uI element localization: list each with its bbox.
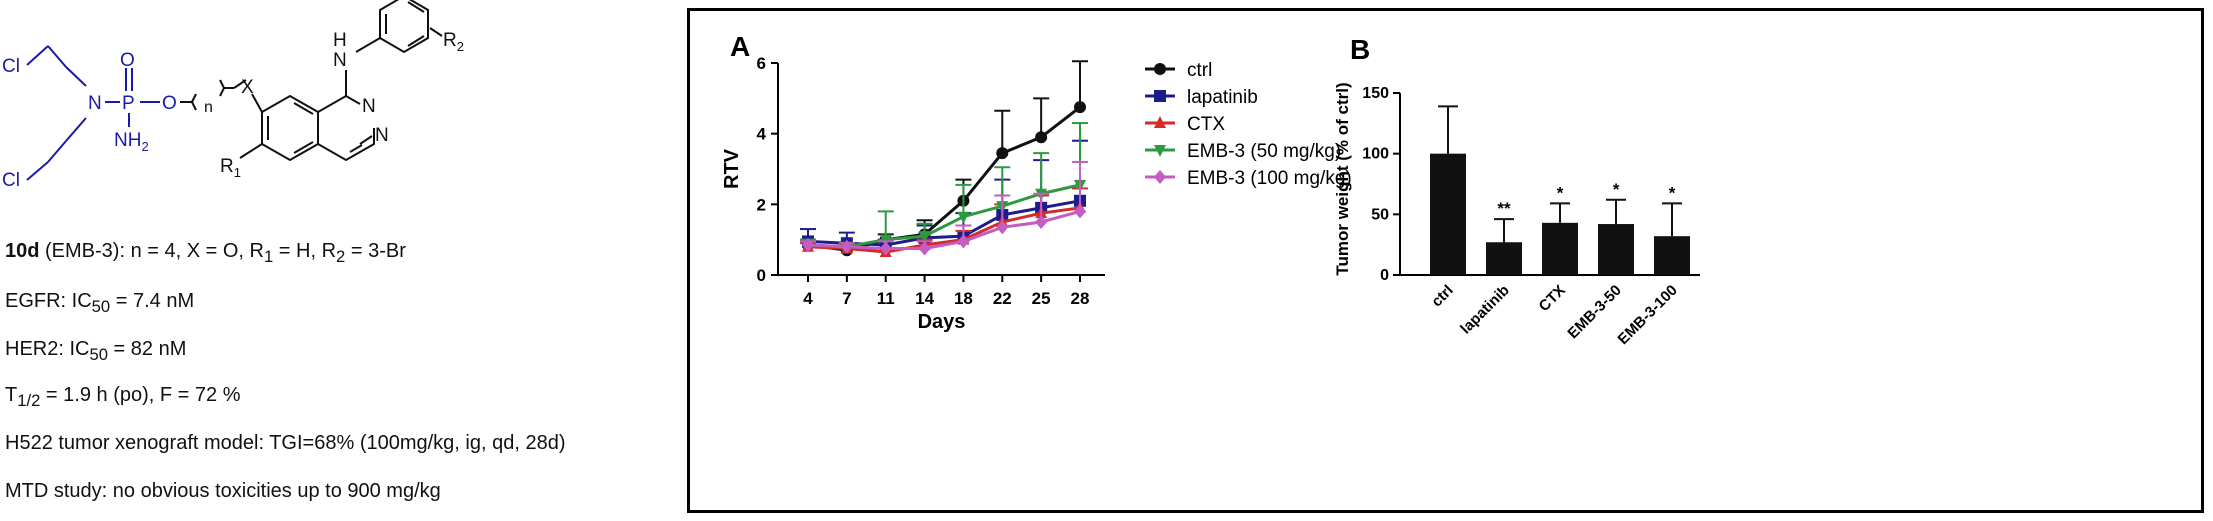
bar-ctx: [1542, 222, 1578, 275]
legend-label-series-lapatinib: lapatinib: [1187, 87, 1258, 108]
series-ctx-line: [807, 206, 1081, 254]
o-ester-atom: O: [162, 93, 177, 114]
panel-b-label: B: [1350, 34, 1370, 65]
egfr-ic50: EGFR: IC50 = 7.4 nM: [5, 290, 195, 316]
ring-n1-atom: N: [362, 96, 376, 117]
mtd-result: MTD study: no obvious toxicities up to 9…: [5, 480, 441, 502]
bar-category-label: ctrl: [1428, 282, 1457, 311]
series-emb-3-100-mg-kg-point: [918, 241, 931, 256]
panel-a-x-tick-label: 4: [803, 289, 813, 308]
r2-group: R2: [443, 30, 464, 54]
n-subscript: n: [204, 99, 213, 116]
series-ctrl-point: [996, 147, 1009, 160]
legend-label-series-emb-3-50-mg-kg: EMB-3 (50 mg/kg): [1187, 141, 1341, 162]
bar-category-label: EMB-3-100: [1615, 282, 1681, 348]
her2-ic50: HER2: IC50 = 82 nM: [5, 338, 187, 364]
panel-a-x-tick-label: 25: [1032, 289, 1051, 308]
n-atom: N: [88, 93, 102, 114]
legend-marker-series-ctrl: [1154, 63, 1166, 75]
series-emb-3-100-mg-kg-line: [807, 209, 1081, 250]
panel-a-y-tick-label: 4: [757, 125, 767, 144]
significance-marker: **: [1497, 199, 1511, 218]
panel-b-y-tick-label: 50: [1371, 206, 1389, 223]
panel-a-x-tick-label: 11: [877, 289, 895, 308]
legend-label-series-emb-3-100-mg-kg: EMB-3 (100 mg/kg): [1187, 168, 1352, 189]
nh-group: NH: [333, 30, 347, 71]
bar-lapatinib: [1486, 242, 1522, 275]
legend-label-series-ctx: CTX: [1187, 114, 1225, 135]
bar-category-label: lapatinib: [1457, 282, 1513, 338]
cl-top-atom: Cl: [2, 56, 20, 77]
significance-marker: *: [1669, 183, 1676, 202]
chart-panel: A 0 2 4 6 4 7 11 14 18 22 25 28 Days RTV ctrl lapatinib C…: [687, 8, 2204, 513]
series-emb-3-100-mg-kg-point: [879, 241, 892, 256]
significance-marker: *: [1613, 180, 1620, 199]
legend-marker-series-emb-3-100-mg-kg: [1154, 170, 1166, 184]
cl-bottom-atom: Cl: [2, 170, 20, 191]
panel-a-x-tick-label: 7: [842, 289, 851, 308]
bar-category-label: CTX: [1536, 282, 1569, 315]
series-emb-3-100-mg-kg-point: [1074, 204, 1086, 219]
legend-marker-series-emb-3-50-mg-kg: [1154, 145, 1166, 157]
bar-category-label: EMB-3-50: [1564, 282, 1624, 342]
panel-a-label: A: [730, 31, 750, 62]
panel-a-x-tick-label: 14: [915, 289, 934, 308]
series-emb-3-50-mg-kg-point: [957, 211, 970, 224]
panel-b-y-label: Tumor weight (% of ctrl): [1333, 82, 1352, 275]
panel-b-y-tick-label: 0: [1380, 267, 1389, 284]
panel-b-y-tick-label: 150: [1362, 85, 1389, 102]
half-life: T1/2 = 1.9 h (po), F = 72 %: [5, 384, 241, 410]
legend-label-series-ctrl: ctrl: [1187, 60, 1212, 81]
xenograft-result: H522 tumor xenograft model: TGI=68% (100…: [5, 432, 566, 454]
panel-a-x-tick-label: 22: [993, 289, 1012, 308]
ring-n2-atom: N: [375, 125, 389, 146]
panel-b-y-tick-label: 100: [1362, 146, 1389, 163]
panel-a-x-label: Days: [918, 311, 966, 333]
compound-description: 10d (EMB-3): n = 4, X = O, R1 = H, R2 = …: [5, 240, 406, 266]
panel-a-y-label: RTV: [721, 148, 743, 189]
series-ctrl-point: [1035, 131, 1048, 144]
chemical-structure: Cl Cl N P O O NH2 n X R1 NH R2 N N: [2, 0, 464, 191]
series-emb-3-100-mg-kg-point: [957, 234, 970, 249]
legend-marker-series-ctx: [1154, 116, 1166, 128]
series-emb-3-100-mg-kg-point: [802, 237, 814, 252]
bar-emb-3-100: [1654, 236, 1690, 275]
series-emb-3-50-mg-kg-point: [918, 231, 931, 244]
bar-emb-3-50: [1598, 224, 1634, 275]
series-emb-3-100-mg-kg-point: [996, 220, 1009, 235]
legend-marker-series-lapatinib: [1154, 90, 1166, 102]
significance-marker: *: [1557, 183, 1564, 202]
panel-a-y-tick-label: 0: [757, 266, 766, 285]
x-atom: X: [241, 77, 254, 98]
nh2-group: NH2: [114, 130, 149, 154]
o-top-atom: O: [120, 50, 135, 71]
panel-a-y-tick-label: 2: [757, 195, 766, 214]
series-ctrl-point: [1074, 101, 1086, 114]
bar-ctrl: [1430, 153, 1466, 275]
r1-group: R1: [220, 156, 241, 180]
p-atom: P: [122, 93, 135, 114]
panel-a-x-tick-label: 28: [1071, 289, 1090, 308]
series-ctrl-line: [807, 105, 1081, 252]
series-emb-3-100-mg-kg-point: [1035, 215, 1048, 229]
series-emb-3-100-mg-kg-point: [840, 239, 853, 254]
panel-a-x-tick-label: 18: [954, 289, 973, 308]
panel-a-y-tick-label: 6: [757, 54, 766, 73]
